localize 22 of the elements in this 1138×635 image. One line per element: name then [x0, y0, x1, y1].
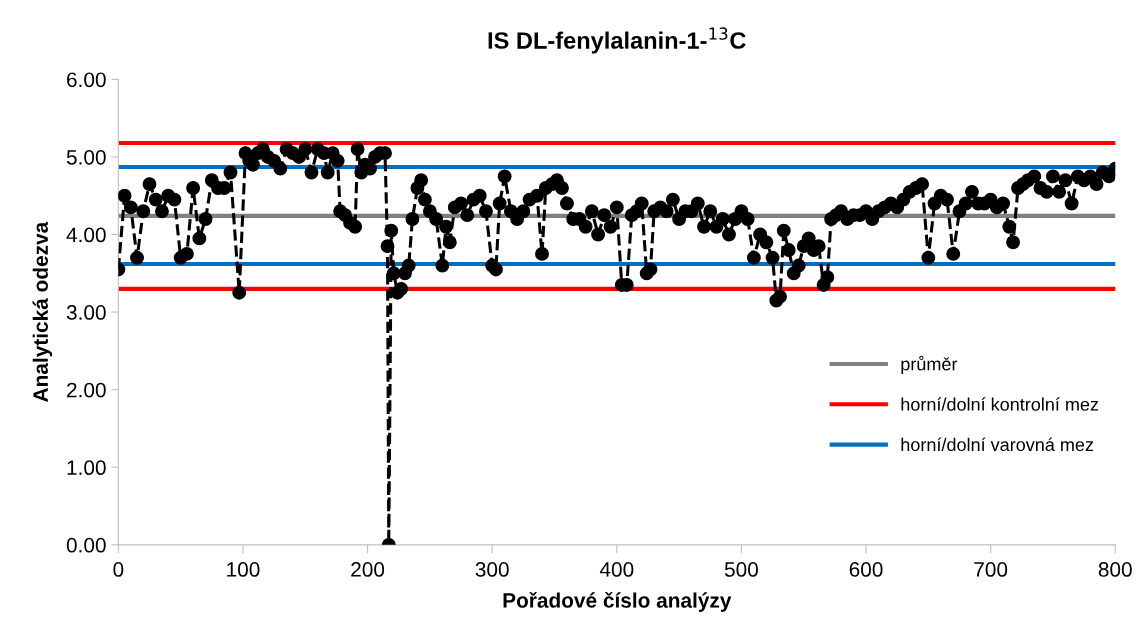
y-tick-label: 4.00: [66, 227, 106, 243]
x-tick-label: 300: [475, 562, 509, 577]
legend-label: průměr: [901, 355, 958, 375]
chart-title: IS DL-fenylalanin-1-$^{13}$C: [488, 27, 746, 54]
y-tick-label: 3.00: [66, 305, 106, 320]
x-tick-label: 200: [351, 562, 385, 577]
x-tick-label: 0: [113, 562, 124, 577]
y-axis-title: Analytická odezva: [32, 221, 53, 402]
x-tick-label: 400: [599, 562, 634, 577]
legend-label: horní/dolní varovná mez: [901, 437, 1094, 452]
y-tick-label: 1.00: [67, 460, 106, 476]
x-tick-label: 800: [1098, 562, 1132, 577]
legend-label: horní/dolní kontrolní mez: [901, 397, 1099, 411]
y-tick-label: 2.00: [67, 382, 106, 398]
x-axis-title: Pořadové číslo analýzy: [503, 592, 732, 612]
x-tick-label: 700: [974, 562, 1008, 577]
x-tick-label: 100: [227, 562, 260, 577]
y-tick-label: 0.00: [66, 537, 106, 553]
y-tick-label: 6.00: [67, 72, 106, 88]
x-tick-label: 500: [724, 562, 758, 577]
x-tick-label: 600: [849, 562, 883, 577]
y-tick-label: 5.00: [66, 149, 106, 165]
